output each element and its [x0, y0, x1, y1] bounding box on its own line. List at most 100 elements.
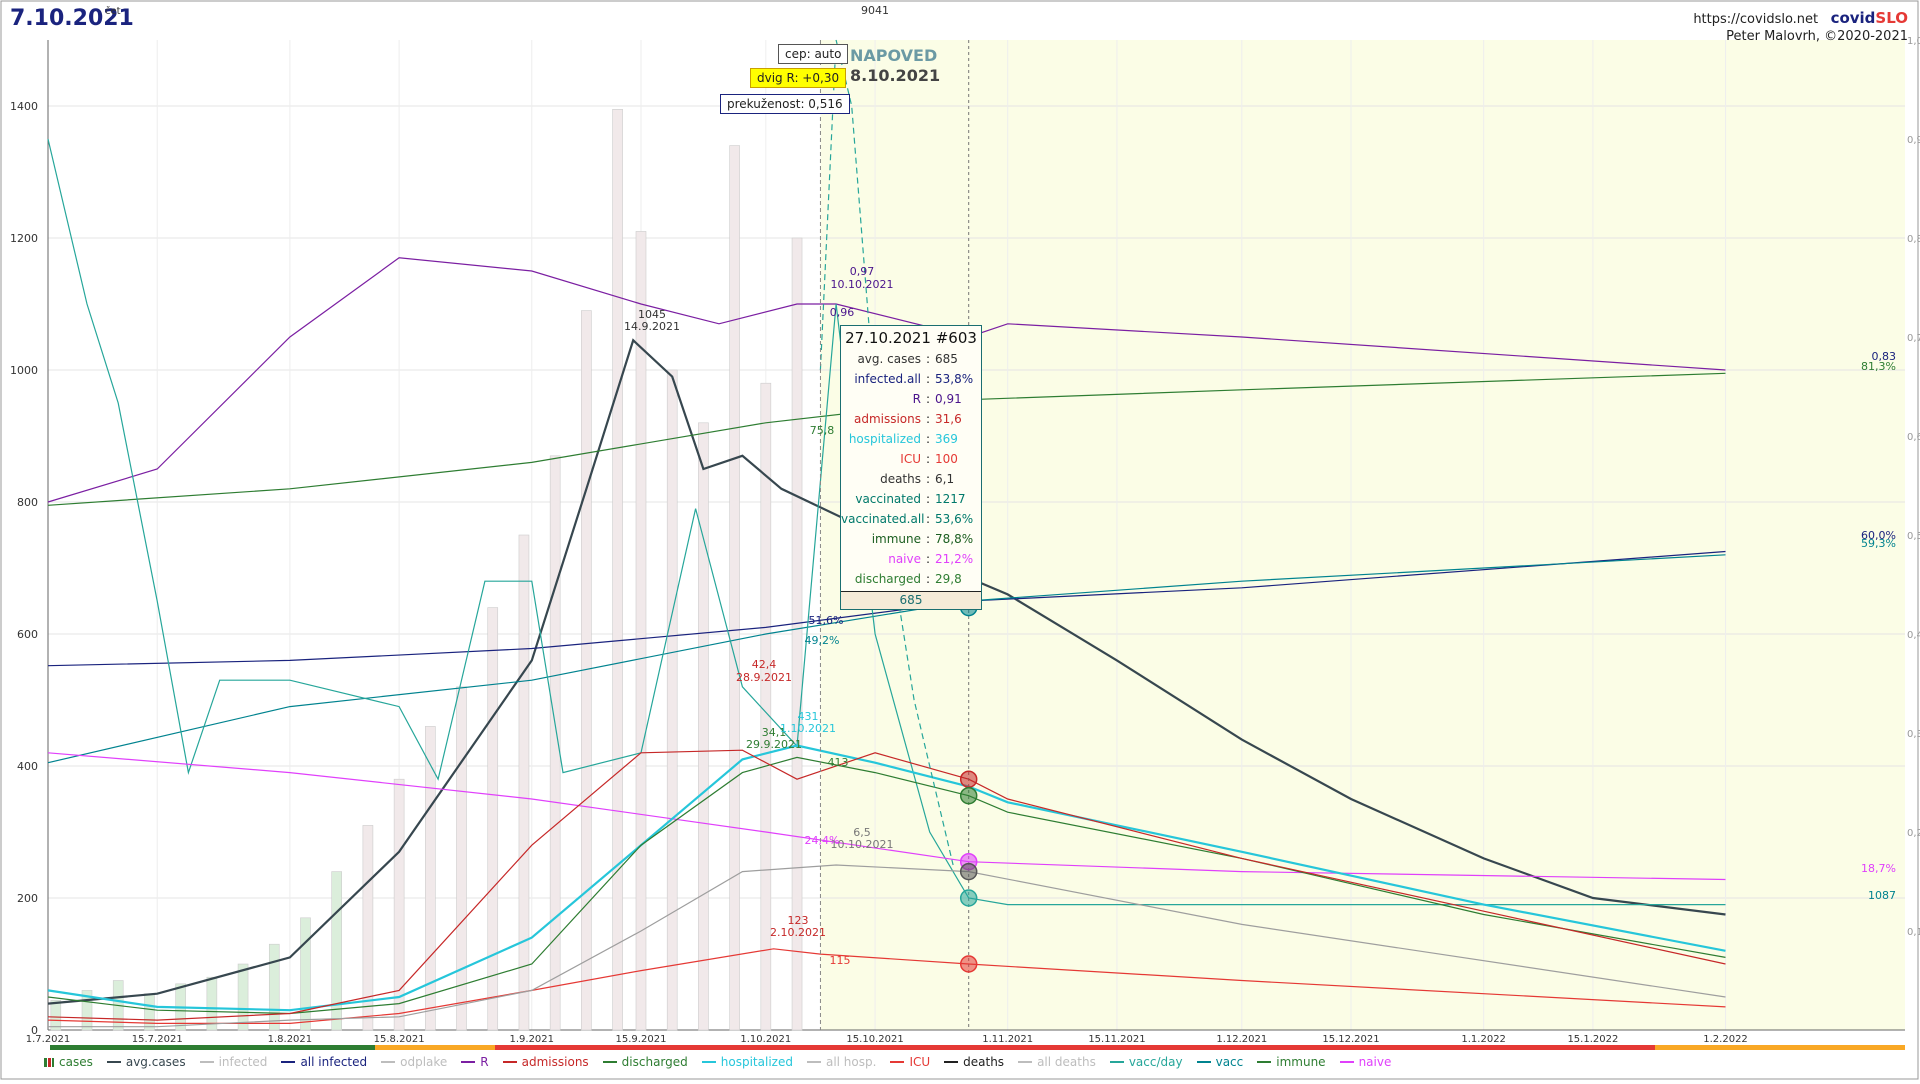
- legend-item[interactable]: naive: [1339, 1055, 1391, 1069]
- cursor-marker: [959, 889, 978, 907]
- legend-swatch: [1109, 1061, 1124, 1063]
- tooltip-row-label: deaths: [880, 472, 921, 486]
- chart-annotation: 60,0%: [1861, 529, 1896, 542]
- tooltip-row-value: 31,6: [935, 412, 962, 426]
- legend: cases avg.cases infected all infected odplak…: [44, 1055, 1405, 1069]
- legend-swatch: [602, 1061, 617, 1063]
- legend-item[interactable]: immune: [1257, 1055, 1326, 1069]
- status-strip-red: [495, 1045, 1655, 1050]
- cursor-marker: [959, 770, 978, 788]
- legend-item[interactable]: hospitalized: [701, 1055, 793, 1069]
- tooltip-row: deaths:6,1: [841, 469, 981, 489]
- legend-item[interactable]: all hosp.: [806, 1055, 876, 1069]
- cep-control[interactable]: cep: auto: [778, 44, 849, 64]
- y-left-tick-label: 1200: [10, 232, 38, 245]
- chart-annotation: 10.10.2021: [831, 278, 894, 291]
- author: Peter Malovrh, ©2020-2021: [1726, 29, 1908, 44]
- series-line-naive: [47, 752, 1726, 881]
- legend-item[interactable]: all deaths: [1018, 1055, 1096, 1069]
- tooltip-rows: avg. cases:685 infected.all:53,8% R:0,91 ad…: [841, 349, 981, 589]
- case-bar: [237, 963, 249, 1031]
- legend-swatch: [502, 1061, 517, 1063]
- site-url[interactable]: https://covidslo.net: [1693, 12, 1819, 27]
- legend-item[interactable]: vacc/day: [1109, 1055, 1183, 1069]
- legend-label: all infected: [300, 1055, 368, 1069]
- legend-label: R: [480, 1055, 489, 1069]
- y-right-tick-label: 0,3: [1907, 729, 1920, 740]
- prekuzenost-control[interactable]: prekuženost: 0,516: [720, 94, 850, 114]
- case-bar: [425, 726, 436, 1031]
- x-tick-label: 1.8.2021: [268, 1034, 313, 1045]
- tooltip-row-value: 53,6%: [935, 512, 974, 526]
- tooltip-row-separator: :: [925, 552, 931, 566]
- x-tick-label: 1.11.2021: [982, 1034, 1033, 1045]
- tooltip-row-separator: :: [925, 472, 931, 486]
- x-tick-label: 15.12.2021: [1322, 1034, 1379, 1045]
- legend-item[interactable]: vacc: [1196, 1055, 1243, 1069]
- y-left-tick-label: 1000: [10, 364, 38, 377]
- legend-item[interactable]: all infected: [281, 1055, 367, 1069]
- cursor-marker: [959, 862, 978, 881]
- tooltip-row: R:0,91: [841, 389, 981, 409]
- tooltip-row-value: 100: [935, 452, 958, 466]
- legend-item[interactable]: deaths: [944, 1055, 1004, 1069]
- legend-item[interactable]: discharged: [602, 1055, 688, 1069]
- legend-item[interactable]: admissions: [502, 1055, 589, 1069]
- tooltip-row-value: 369: [935, 432, 958, 446]
- y-right-tick-label: 0,6: [1907, 432, 1920, 443]
- legend-item[interactable]: infected: [199, 1055, 267, 1069]
- legend-item[interactable]: R: [461, 1055, 489, 1069]
- x-tick-label: 15.10.2021: [846, 1034, 903, 1045]
- legend-swatch: [890, 1061, 905, 1063]
- legend-item[interactable]: ICU: [890, 1055, 930, 1069]
- legend-swatch: [44, 1057, 54, 1067]
- header-date: 7.10.2021: [10, 6, 134, 31]
- chart-annotation: 431: [798, 710, 819, 723]
- case-bar: [206, 976, 218, 1031]
- case-bar: [50, 999, 62, 1031]
- chart-annotation: 0,97: [850, 265, 875, 278]
- tooltip-row-separator: :: [925, 532, 931, 546]
- chart-annotation: 413: [828, 756, 849, 769]
- chart-annotation: 1087: [1868, 889, 1896, 902]
- series-line-r: [47, 257, 1726, 503]
- dvig-r-control[interactable]: dvig R: +0,30: [750, 68, 847, 88]
- legend-swatch: [944, 1061, 959, 1063]
- case-bar: [268, 943, 280, 1031]
- x-tick-label: 1.9.2021: [509, 1034, 554, 1045]
- x-tick-label: 15.9.2021: [616, 1034, 667, 1045]
- x-tick-label: 15.8.2021: [374, 1034, 425, 1045]
- legend-item[interactable]: cases: [44, 1055, 93, 1069]
- chart-annotation: 18,7%: [1861, 862, 1896, 875]
- chart-annotation: 29.9.2021: [746, 738, 802, 751]
- series-line-vacc-day: [47, 138, 1726, 906]
- tooltip-row: admissions:31,6: [841, 409, 981, 429]
- tooltip-row: infected.all:53,8%: [841, 369, 981, 389]
- chart-annotation: 9041: [861, 4, 889, 17]
- series-line-icu: [47, 948, 1726, 1025]
- series-line-vacc: [47, 554, 1726, 764]
- y-left-tick-label: 600: [17, 628, 38, 641]
- tooltip-row-value: 29,8: [935, 572, 962, 586]
- chart-annotation: 75,8: [810, 424, 835, 437]
- chart-annotation: 2.10.2021: [770, 926, 826, 939]
- legend-item[interactable]: odplake: [381, 1055, 447, 1069]
- legend-swatch: [701, 1061, 716, 1063]
- tooltip-row: vaccinated.all:53,6%: [841, 509, 981, 529]
- y-right-tick-label: 0,2: [1907, 828, 1920, 839]
- series-line-hospitalized: [47, 744, 1726, 1012]
- x-tick-label: 1.10.2021: [740, 1034, 791, 1045]
- tooltip-row-separator: :: [925, 352, 931, 366]
- tooltip-row-separator: :: [925, 512, 931, 526]
- x-tick-label: 15.1.2022: [1567, 1034, 1618, 1045]
- tooltip-row-separator: :: [925, 432, 931, 446]
- legend-swatch: [199, 1061, 214, 1063]
- legend-item[interactable]: avg.cases: [106, 1055, 186, 1069]
- forecast-title: NAPOVED: [850, 46, 938, 65]
- chart-annotation: 6,5: [853, 826, 871, 839]
- case-bar: [144, 993, 155, 1031]
- tooltip-row-value: 21,2%: [935, 552, 974, 566]
- status-strip-green: [50, 1045, 375, 1050]
- legend-label: ICU: [909, 1055, 931, 1069]
